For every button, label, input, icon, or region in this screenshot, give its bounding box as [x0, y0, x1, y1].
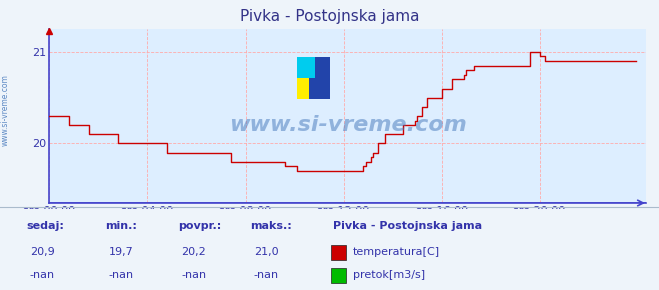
Text: 19,7: 19,7 [109, 247, 134, 257]
Text: -nan: -nan [181, 271, 206, 280]
Text: min.:: min.: [105, 221, 137, 231]
Text: Pivka - Postojnska jama: Pivka - Postojnska jama [333, 221, 482, 231]
Polygon shape [309, 57, 330, 99]
Text: maks.:: maks.: [250, 221, 292, 231]
Text: www.si-vreme.com: www.si-vreme.com [1, 74, 10, 146]
Polygon shape [297, 57, 315, 78]
Text: sedaj:: sedaj: [26, 221, 64, 231]
Text: -nan: -nan [30, 271, 55, 280]
Text: povpr.:: povpr.: [178, 221, 221, 231]
Text: Pivka - Postojnska jama: Pivka - Postojnska jama [240, 9, 419, 24]
Text: -nan: -nan [254, 271, 279, 280]
Text: www.si-vreme.com: www.si-vreme.com [229, 115, 467, 135]
Polygon shape [297, 57, 321, 99]
Text: temperatura[C]: temperatura[C] [353, 247, 440, 257]
Text: 21,0: 21,0 [254, 247, 278, 257]
Text: pretok[m3/s]: pretok[m3/s] [353, 271, 424, 280]
Text: 20,2: 20,2 [181, 247, 206, 257]
Text: -nan: -nan [109, 271, 134, 280]
Text: 20,9: 20,9 [30, 247, 55, 257]
